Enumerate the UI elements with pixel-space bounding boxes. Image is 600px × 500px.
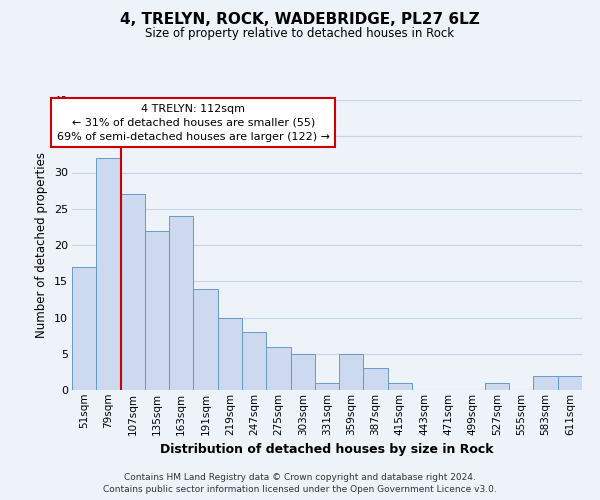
Bar (72, 267, 96, 390)
Text: Size of property relative to detached houses in Rock: Size of property relative to detached ho… (145, 28, 455, 40)
Bar (290, 354, 315, 390)
Text: Contains public sector information licensed under the Open Government Licence v3: Contains public sector information licen… (103, 485, 497, 494)
Bar (558, 376, 582, 390)
Bar (315, 383, 339, 390)
Bar (485, 383, 509, 390)
Bar (218, 318, 242, 390)
Y-axis label: Number of detached properties: Number of detached properties (35, 152, 48, 338)
Text: Distribution of detached houses by size in Rock: Distribution of detached houses by size … (160, 442, 494, 456)
Text: 4, TRELYN, ROCK, WADEBRIDGE, PL27 6LZ: 4, TRELYN, ROCK, WADEBRIDGE, PL27 6LZ (120, 12, 480, 28)
Text: Contains HM Land Registry data © Crown copyright and database right 2024.: Contains HM Land Registry data © Crown c… (124, 472, 476, 482)
Bar (339, 354, 364, 390)
Bar (193, 288, 218, 390)
Bar (533, 376, 558, 390)
Bar (96, 158, 121, 390)
Text: 4 TRELYN: 112sqm
← 31% of detached houses are smaller (55)
69% of semi-detached : 4 TRELYN: 112sqm ← 31% of detached house… (57, 104, 330, 142)
Bar (242, 332, 266, 390)
Bar (121, 194, 145, 390)
Bar (388, 383, 412, 390)
Bar (364, 368, 388, 390)
Bar (169, 216, 193, 390)
Bar (266, 346, 290, 390)
Bar (145, 230, 169, 390)
